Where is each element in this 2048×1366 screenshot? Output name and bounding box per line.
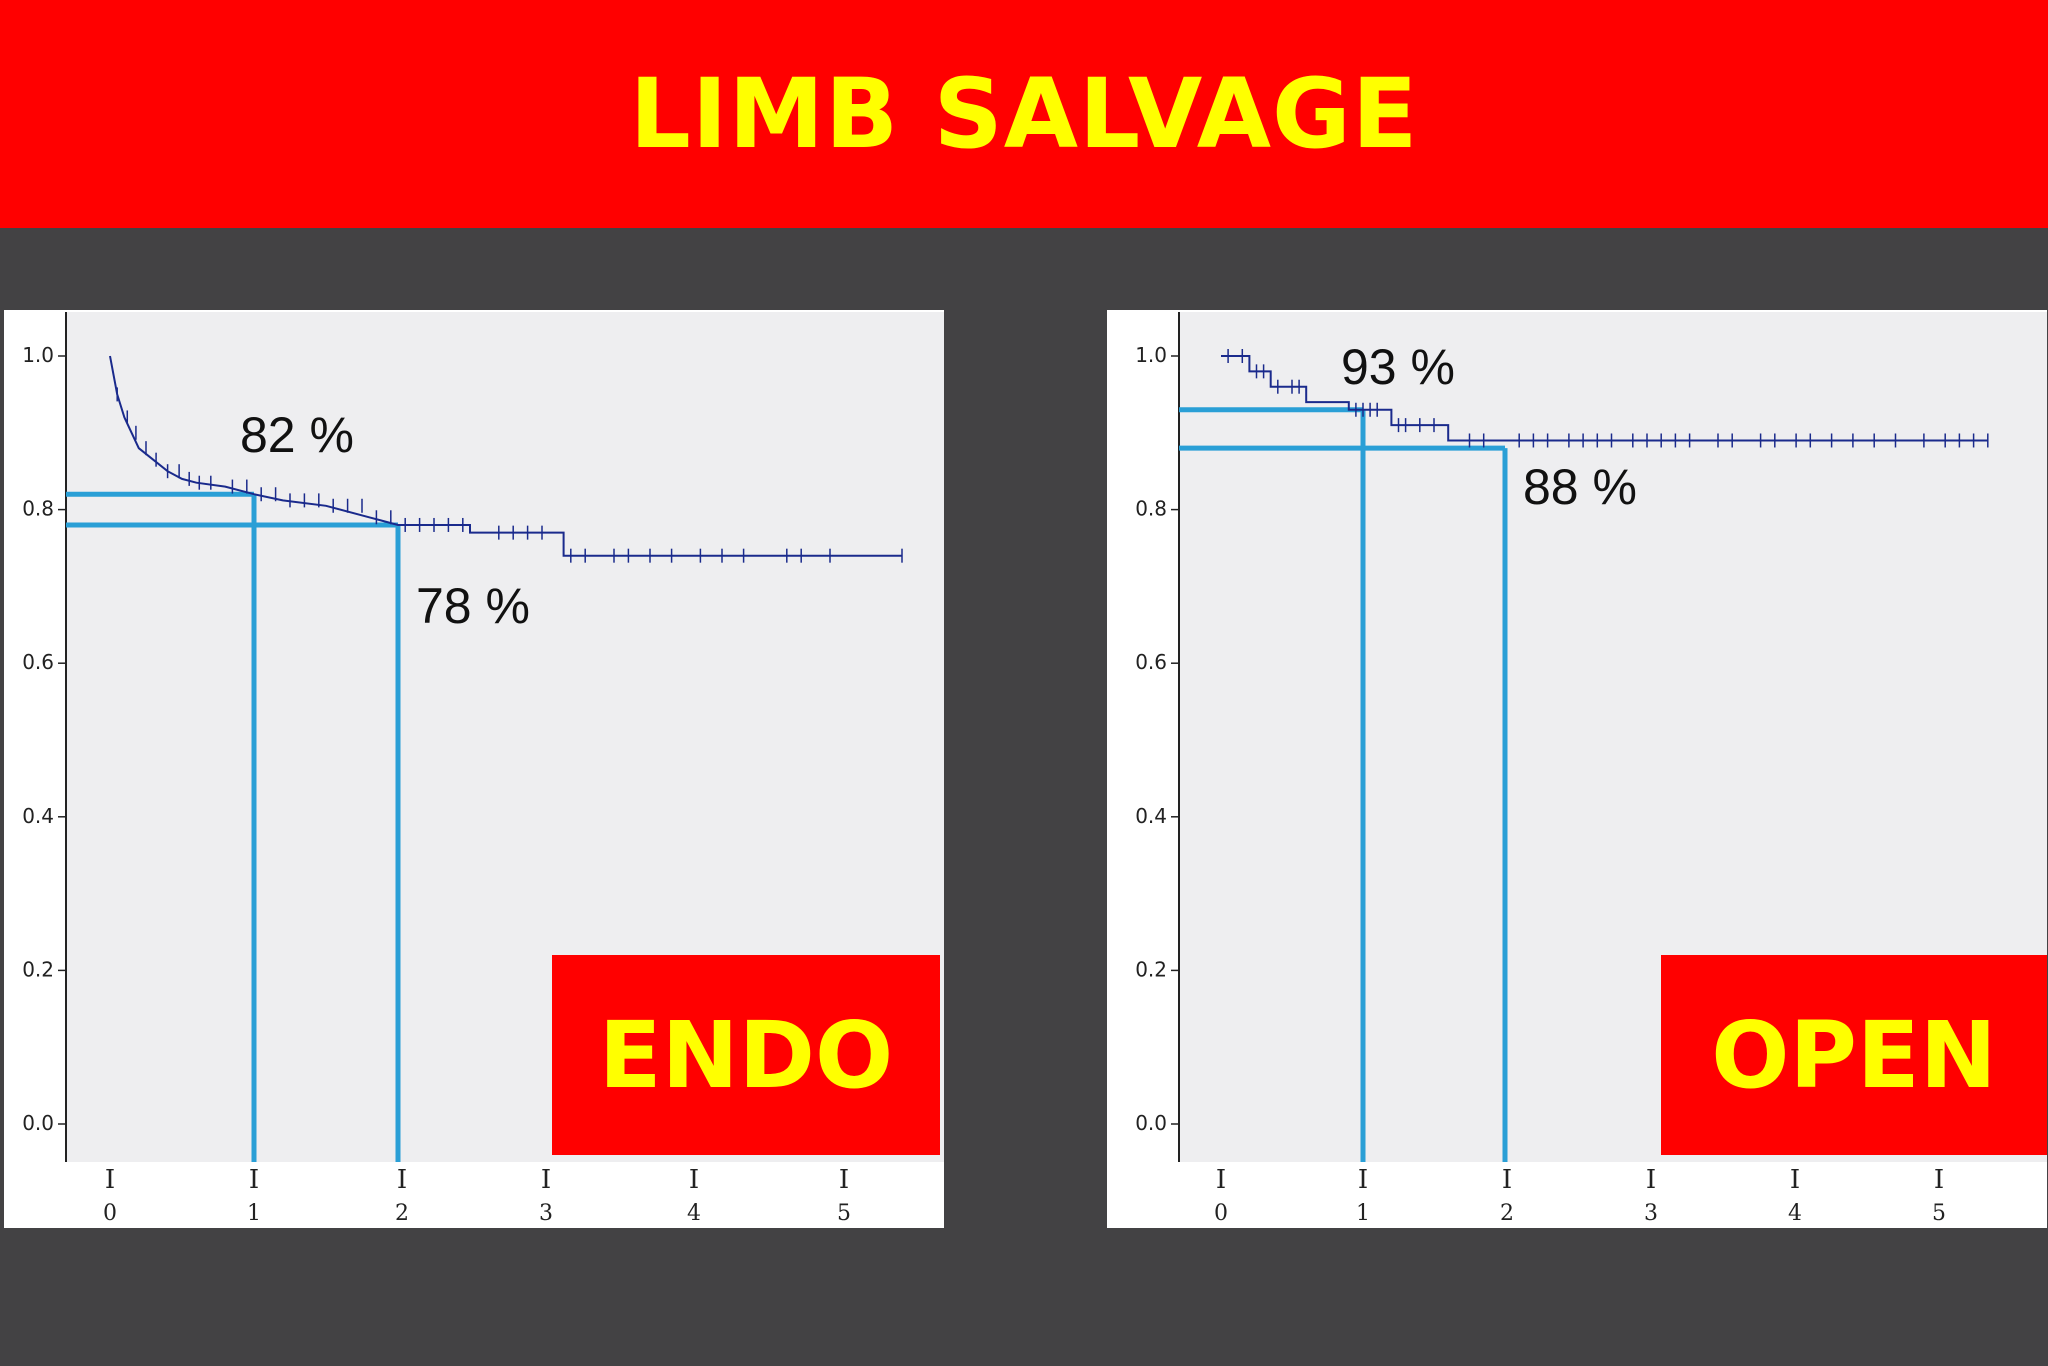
x-tick-mark: I bbox=[541, 1165, 551, 1195]
x-tick-mark: I bbox=[1502, 1165, 1512, 1195]
y-tick-label: 0.8 bbox=[1135, 497, 1167, 521]
x-tick-label: 1 bbox=[1356, 1201, 1370, 1226]
x-tick-label: 1 bbox=[247, 1201, 261, 1226]
x-tick-label: 2 bbox=[395, 1201, 409, 1226]
x-tick-mark: I bbox=[1358, 1165, 1368, 1195]
y-tick-label: 0.4 bbox=[22, 804, 54, 828]
series-label-box bbox=[552, 955, 940, 1155]
series-label: OPEN bbox=[1711, 1002, 1996, 1109]
series-label-box bbox=[1661, 955, 2047, 1155]
x-tick-label: 3 bbox=[1644, 1201, 1658, 1226]
x-tick-label: 4 bbox=[1788, 1201, 1802, 1226]
x-tick-mark: I bbox=[1216, 1165, 1226, 1195]
annotation-label-2: 88 % bbox=[1523, 459, 1637, 515]
y-tick-label: 0.0 bbox=[22, 1111, 54, 1135]
x-tick-mark: I bbox=[105, 1165, 115, 1195]
x-tick-label: 0 bbox=[103, 1201, 117, 1226]
y-tick-label: 0.6 bbox=[1135, 650, 1167, 674]
chart-panel-endo: 0.0 0.2 0.4 0.6 0.8 1.0 I 0 I 1 I 2 I 3 I 4 I 5 82 % 78 % EN… bbox=[4, 310, 944, 1228]
y-tick-label: 0.8 bbox=[22, 497, 54, 521]
y-tick-label: 0.2 bbox=[22, 957, 54, 981]
x-tick-label: 5 bbox=[837, 1201, 851, 1226]
annotation-label-2: 78 % bbox=[416, 578, 530, 634]
survival-curve bbox=[109, 355, 902, 557]
y-tick-label: 1.0 bbox=[1135, 343, 1167, 367]
x-tick-label: 5 bbox=[1932, 1201, 1946, 1226]
km-chart-endo: 0.0 0.2 0.4 0.6 0.8 1.0 I 0 I 1 I 2 I 3 I 4 I 5 82 % 78 % EN… bbox=[22, 312, 944, 1226]
x-tick-mark: I bbox=[249, 1165, 259, 1195]
y-tick-label: 0.2 bbox=[1135, 957, 1167, 981]
y-tick-label: 1.0 bbox=[22, 343, 54, 367]
annotation-label-1: 82 % bbox=[240, 407, 354, 463]
x-tick-label: 3 bbox=[539, 1201, 553, 1226]
x-tick-label: 0 bbox=[1214, 1201, 1228, 1226]
x-tick-mark: I bbox=[1646, 1165, 1656, 1195]
x-tick-mark: I bbox=[1790, 1165, 1800, 1195]
series-label: ENDO bbox=[599, 1002, 893, 1109]
km-chart-open: 0.0 0.2 0.4 0.6 0.8 1.0 I 0 I 1 I 2 I 3 I 4 I 5 93 % 88 % OP… bbox=[1135, 312, 2047, 1226]
x-tick-label: 2 bbox=[1500, 1201, 1514, 1226]
chart-panel-open: 0.0 0.2 0.4 0.6 0.8 1.0 I 0 I 1 I 2 I 3 I 4 I 5 93 % 88 % OP… bbox=[1107, 310, 2047, 1228]
x-tick-mark: I bbox=[397, 1165, 407, 1195]
y-tick-label: 0.0 bbox=[1135, 1111, 1167, 1135]
x-tick-mark: I bbox=[839, 1165, 849, 1195]
x-tick-mark: I bbox=[689, 1165, 699, 1195]
title-banner: LIMB SALVAGE bbox=[0, 0, 2048, 228]
annotation-label-1: 93 % bbox=[1341, 339, 1455, 395]
survival-curve bbox=[1221, 355, 1988, 442]
y-tick-label: 0.6 bbox=[22, 650, 54, 674]
x-tick-mark: I bbox=[1934, 1165, 1944, 1195]
slide-title: LIMB SALVAGE bbox=[629, 58, 1419, 170]
y-tick-label: 0.4 bbox=[1135, 804, 1167, 828]
x-tick-label: 4 bbox=[687, 1201, 701, 1226]
